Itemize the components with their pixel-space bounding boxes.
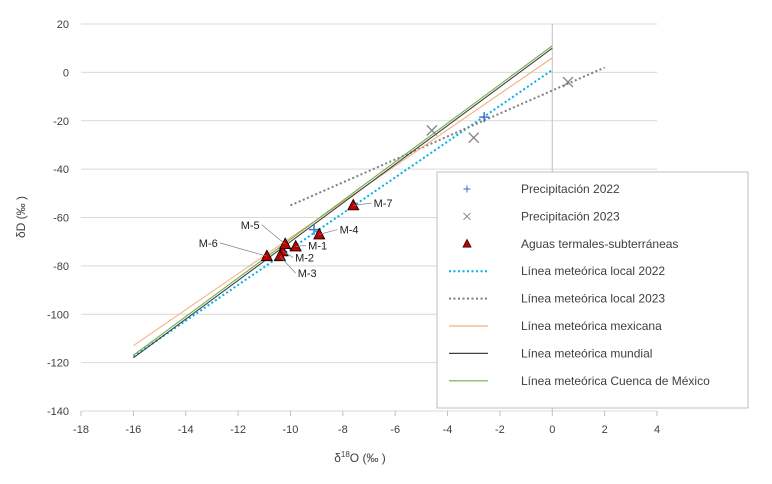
x-tick-label: -10 xyxy=(283,424,299,436)
y-axis-title: δD (‰ ) xyxy=(14,196,28,238)
label-m-7: M-7 xyxy=(374,198,393,210)
legend-label: Precipitación 2023 xyxy=(521,209,620,223)
legend-marker xyxy=(462,238,472,248)
legend-item-precipitacion-2023: Precipitación 2023 xyxy=(463,209,620,223)
x-axis-title: δ18O (‰ ) xyxy=(334,450,386,465)
point-precipitacion-2023 xyxy=(468,132,480,144)
x-b xyxy=(562,76,574,88)
point-precipitacion-2022 xyxy=(479,112,490,123)
label-m-4: M-4 xyxy=(340,225,359,237)
x-tick-label: -14 xyxy=(178,424,194,436)
point-precipitacion-2023 xyxy=(562,76,574,88)
x-b xyxy=(426,124,438,136)
legend-marker xyxy=(463,185,471,193)
legend-marker-shape xyxy=(463,212,471,221)
line-linea-meteorica-local-2023 xyxy=(290,66,606,207)
point-aguas-termales-subterraneas xyxy=(347,198,360,211)
line-linea-meteorica-cuenca-de-mexico xyxy=(133,45,553,356)
x-tick-label: -8 xyxy=(338,424,348,436)
legend-marker xyxy=(463,212,471,221)
y-tick-label: -120 xyxy=(47,358,69,370)
legend-label: Línea meteórica mundial xyxy=(521,346,652,360)
x-b xyxy=(468,132,480,144)
x-tick-label: 2 xyxy=(602,424,608,436)
legend-label: Aguas termales-subterráneas xyxy=(521,237,678,251)
x-b xyxy=(463,212,471,221)
point-precipitacion-2022 xyxy=(309,224,320,235)
legend-item-linea-meteorica-local-2023: Línea meteórica local 2023 xyxy=(449,292,665,306)
line-linea-meteorica-mexicana xyxy=(133,57,553,347)
x-tick-label: -18 xyxy=(73,424,89,436)
line-linea-meteorica-local-2022 xyxy=(132,69,553,358)
legend-box xyxy=(436,171,749,409)
legend-item-linea-meteorica-mundial: Línea meteórica mundial xyxy=(449,346,652,360)
label-m-1: M-1 xyxy=(308,240,327,252)
x-tick-label: -6 xyxy=(390,424,400,436)
point-aguas-termales-subterraneas xyxy=(279,237,292,250)
x-axis-title-sup: 18 xyxy=(341,450,350,459)
x-tick-label: -4 xyxy=(443,424,453,436)
x-tick-label: -16 xyxy=(125,424,141,436)
x-axis-title-tail: O (‰ ) xyxy=(350,451,386,465)
label-m-6: M-6 xyxy=(199,238,218,250)
leader-m-2 xyxy=(282,251,294,258)
leader-m-7 xyxy=(353,202,372,206)
legend-label: Línea meteórica Cuenca de México xyxy=(521,374,710,388)
x-tick-label: 4 xyxy=(654,424,660,436)
point-aguas-termales-subterraneas xyxy=(289,239,302,252)
gridlines xyxy=(81,23,657,412)
leader-m-4 xyxy=(319,229,338,235)
legend-label: Precipitación 2022 xyxy=(521,182,620,196)
legend-label: Línea meteórica local 2023 xyxy=(521,292,665,306)
legend-item-linea-meteorica-mexicana: Línea meteórica mexicana xyxy=(449,319,662,333)
y-tick-label: -20 xyxy=(53,116,69,128)
x-tick-label: -2 xyxy=(495,424,505,436)
point-aguas-termales-subterraneas xyxy=(273,249,287,262)
label-m-3: M-3 xyxy=(298,268,317,280)
y-tick-label: -140 xyxy=(47,406,69,418)
y-tick-label: -80 xyxy=(53,261,69,273)
legend-item-linea-meteorica-cuenca-de-mexico: Línea meteórica Cuenca de México xyxy=(449,374,710,388)
x-tick-label: 0 xyxy=(549,424,555,436)
leader-m-3 xyxy=(279,255,296,274)
series-points xyxy=(260,76,574,262)
y-tick-label: -40 xyxy=(53,164,69,176)
y-tick-label: -100 xyxy=(47,309,69,321)
legend-marker-shape xyxy=(463,185,471,193)
label-m-5: M-5 xyxy=(241,220,260,232)
leader-m-5 xyxy=(261,224,286,245)
legend-item-linea-meteorica-local-2022: Línea meteórica local 2022 xyxy=(449,264,665,278)
y-tick-label: -60 xyxy=(53,213,69,225)
legend-item-aguas-termales-subterraneas: Aguas termales-subterráneas xyxy=(462,237,678,251)
legend-label: Línea meteórica mexicana xyxy=(521,319,662,333)
series-lines xyxy=(132,45,606,359)
y-tick-label: 0 xyxy=(63,67,69,79)
label-m-2: M-2 xyxy=(295,252,314,264)
legend-label: Línea meteórica local 2022 xyxy=(521,264,665,278)
legend-item-precipitacion-2022: Precipitación 2022 xyxy=(463,182,620,196)
leader-m-6 xyxy=(219,242,267,257)
point-labels: M-1M-2 M-3 M-4 M-5 M-6 M-7 xyxy=(199,198,393,280)
point-precipitacion-2023 xyxy=(426,124,438,136)
legend-marker-shape xyxy=(462,238,472,248)
x-axis-title-main: δ xyxy=(334,451,341,465)
leader-m-1 xyxy=(295,244,307,247)
x-tick-label: -12 xyxy=(230,424,246,436)
legend: Precipitación 2022 Precipitación 2023 Agua… xyxy=(436,171,749,409)
line-linea-meteorica-mundial xyxy=(133,47,553,359)
y-tick-label: 20 xyxy=(57,19,69,31)
